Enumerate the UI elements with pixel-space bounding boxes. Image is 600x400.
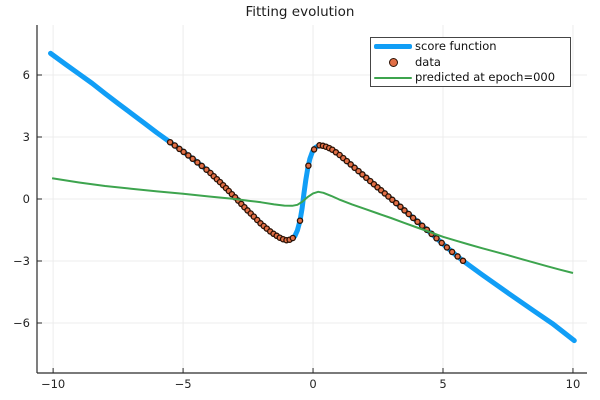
axes: −10 −5 0 5 10 −6 −3 0 3 6 — [13, 25, 587, 391]
data-point — [433, 235, 440, 242]
y-tick-label: 0 — [23, 192, 30, 206]
y-tick-label: −3 — [13, 254, 30, 268]
data-point — [180, 148, 187, 156]
data-point — [194, 159, 201, 166]
legend-item-score-function: score function — [371, 39, 570, 54]
x-tick-label: 0 — [309, 377, 316, 391]
score-function-line — [48, 50, 577, 344]
legend-item-data: data — [371, 55, 570, 70]
data-point — [171, 142, 179, 149]
data-point — [359, 171, 366, 178]
legend-label-predicted: predicted at epoch=000 — [415, 70, 556, 85]
y-tick-label: 6 — [23, 68, 30, 82]
score-function-line-swatch — [374, 44, 412, 49]
data-points — [166, 138, 467, 265]
data-point — [296, 217, 304, 224]
data-point — [363, 174, 370, 182]
data-point — [405, 210, 412, 218]
data-point — [409, 214, 417, 222]
data-point — [351, 164, 358, 172]
x-tick-label: −10 — [41, 377, 65, 391]
gridlines — [37, 25, 587, 373]
x-tick-label: 10 — [566, 377, 581, 391]
data-point — [448, 248, 456, 256]
data-point — [418, 222, 426, 230]
data-point — [454, 253, 461, 260]
legend-item-predicted: predicted at epoch=000 — [371, 70, 570, 85]
data-point — [189, 155, 196, 163]
x-tick-label: 5 — [439, 377, 446, 391]
legend: score function data predicted at epoch=0… — [370, 37, 571, 87]
data-point — [385, 193, 392, 200]
predicted-swatch-cell — [371, 76, 415, 79]
data-swatch-cell — [371, 57, 415, 67]
chart-title: Fitting evolution — [245, 4, 355, 20]
legend-label-score-function: score function — [415, 38, 497, 53]
data-point — [185, 152, 192, 159]
data-point — [343, 157, 351, 165]
data-point — [401, 207, 408, 214]
data-point — [355, 167, 362, 175]
data-point — [289, 234, 297, 242]
predicted-line — [51, 177, 574, 274]
data-point — [310, 146, 318, 153]
x-tick-label: −5 — [175, 377, 192, 391]
data-point — [166, 138, 174, 146]
data-point — [443, 244, 451, 251]
predicted-line-swatch — [374, 76, 412, 79]
y-tick-label: 3 — [23, 130, 30, 144]
data-point — [459, 257, 467, 265]
data-point — [347, 161, 354, 168]
legend-label-data: data — [415, 54, 441, 69]
data-point — [392, 199, 400, 207]
y-tick-label: −6 — [13, 316, 30, 330]
data-marker-swatch — [388, 57, 398, 67]
data-point — [397, 203, 404, 211]
data-point — [176, 145, 183, 153]
data-point — [203, 166, 210, 173]
data-point — [198, 162, 206, 170]
data-point — [414, 218, 421, 226]
data-point — [305, 162, 312, 169]
data-point — [438, 239, 445, 247]
data-point — [389, 196, 396, 204]
score-function-swatch-cell — [371, 44, 415, 49]
